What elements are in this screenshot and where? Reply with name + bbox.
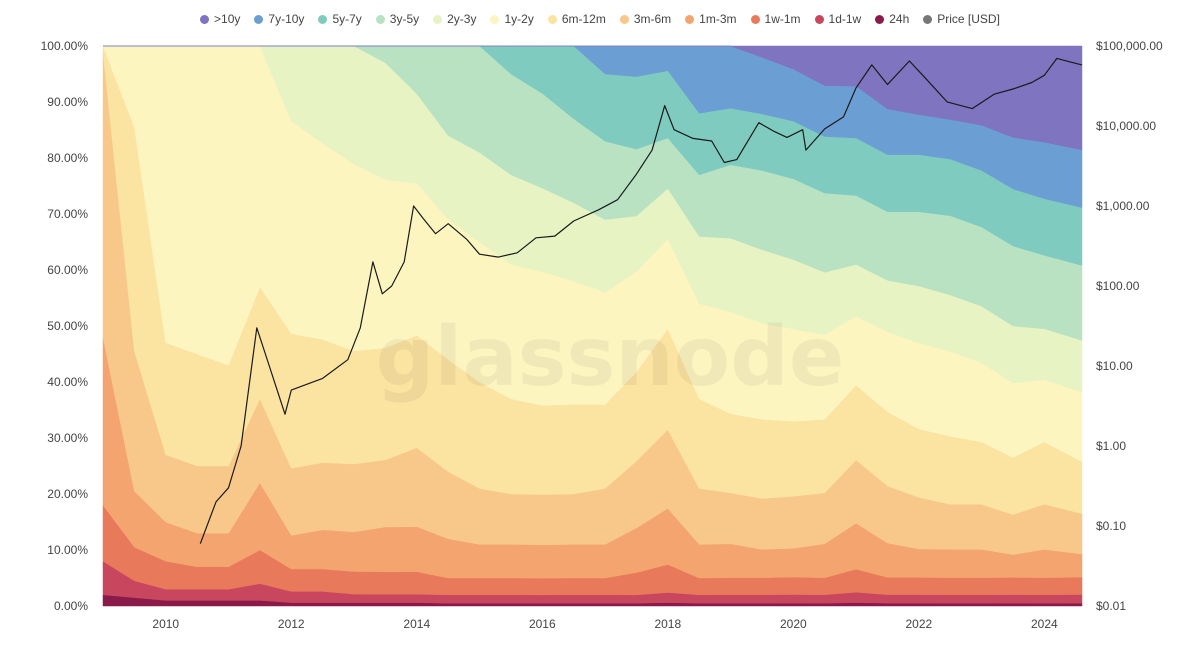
area-layers (102, 45, 1083, 607)
right-axis-tick: $1.00 (1096, 439, 1126, 453)
legend-item[interactable]: 24h (875, 12, 909, 26)
legend-item[interactable]: 1d-1w (814, 12, 862, 26)
x-axis-tick: 2022 (905, 617, 932, 631)
left-axis-tick: 90.00% (47, 95, 88, 109)
price-line (199, 57, 1083, 544)
legend-dot (875, 14, 885, 24)
legend-label: 1d-1w (828, 12, 862, 26)
left-axis-tick: 50.00% (47, 319, 88, 333)
legend-item[interactable]: 1w-1m (750, 12, 801, 26)
right-axis-ticks: $0.01 $0.10 $1.00 $10.00 $100.00 $1,000.00 $10… (1096, 39, 1163, 613)
x-axis-tick: 2020 (780, 617, 807, 631)
legend-dot (750, 14, 760, 24)
watermark-text: glassnode (376, 310, 845, 405)
legend-item[interactable]: 1m-3m (685, 12, 737, 26)
left-axis-tick: 70.00% (47, 207, 88, 221)
legend-label: Price [USD] (937, 12, 1000, 26)
legend-dot (490, 14, 500, 24)
legend-label: 3m-6m (633, 12, 672, 26)
right-axis-tick: $0.10 (1096, 519, 1126, 533)
x-axis-tick: 2010 (152, 617, 179, 631)
watermark-layer: glassnode (376, 310, 845, 405)
right-axis-tick: $100.00 (1096, 279, 1140, 293)
legend-dot (685, 14, 695, 24)
chart-legend: >10y 7y-10y 5y-7y 3y-5y 2y-3y 1y-2y 6m-12m 3m-6… (0, 6, 1200, 32)
price-line-layer (199, 57, 1083, 544)
legend-label: 5y-7y (332, 12, 362, 26)
legend-item[interactable]: 1y-2y (490, 12, 534, 26)
right-axis-tick: $100,000.00 (1096, 39, 1163, 53)
legend-dot (814, 14, 824, 24)
legend-dot (433, 14, 443, 24)
x-axis-tick: 2014 (403, 617, 430, 631)
x-axis-ticks: 2010 2012 2014 2016 2018 2020 2022 2024 (152, 617, 1058, 631)
x-axis-tick: 2018 (654, 617, 681, 631)
legend-label: 6m-12m (561, 12, 606, 26)
right-axis-tick: $1,000.00 (1096, 199, 1150, 213)
legend-label: 7y-10y (268, 12, 305, 26)
legend-item[interactable]: 3y-5y (375, 12, 420, 26)
legend-label: >10y (214, 12, 241, 26)
left-axis-tick: 100.00% (41, 39, 89, 53)
right-axis-tick: $0.01 (1096, 599, 1126, 613)
x-axis-tick: 2016 (529, 617, 556, 631)
legend-label: 3y-5y (389, 12, 420, 26)
x-axis-tick: 2012 (278, 617, 305, 631)
legend-dot (375, 14, 385, 24)
legend-dot (254, 14, 264, 24)
left-axis-tick: 20.00% (47, 487, 88, 501)
legend-label: 1m-3m (699, 12, 737, 26)
left-axis-tick: 30.00% (47, 431, 88, 445)
legend-item[interactable]: >10y (200, 12, 240, 26)
left-axis-ticks: 0.00% 10.00% 20.00% 30.00% 40.00% 50.00% 60.00… (41, 39, 89, 613)
legend-label: 24h (889, 12, 910, 26)
legend-item[interactable]: 7y-10y (254, 12, 304, 26)
right-axis-tick: $10.00 (1096, 359, 1133, 373)
left-axis-tick: 60.00% (47, 263, 88, 277)
legend-label: 1y-2y (504, 12, 534, 26)
legend-dot (923, 14, 933, 24)
legend-dot (318, 14, 328, 24)
legend-item[interactable]: 3m-6m (619, 12, 672, 26)
legend-label: 2y-3y (447, 12, 477, 26)
legend-dot (200, 14, 210, 24)
legend-label: 1w-1m (764, 12, 801, 26)
x-axis-tick: 2024 (1031, 617, 1058, 631)
left-axis-tick: 80.00% (47, 151, 88, 165)
left-axis-tick: 10.00% (47, 543, 88, 557)
legend-item[interactable]: Price [USD] (923, 12, 1000, 26)
left-axis-tick: 40.00% (47, 375, 88, 389)
left-axis-tick: 0.00% (54, 599, 88, 613)
legend-item[interactable]: 6m-12m (547, 12, 606, 26)
area-10y (103, 45, 1083, 151)
legend-item[interactable]: 5y-7y (318, 12, 362, 26)
right-axis-tick: $10,000.00 (1096, 119, 1156, 133)
legend-dot (547, 14, 557, 24)
legend-item[interactable]: 2y-3y (433, 12, 476, 26)
legend-dot (619, 14, 629, 24)
